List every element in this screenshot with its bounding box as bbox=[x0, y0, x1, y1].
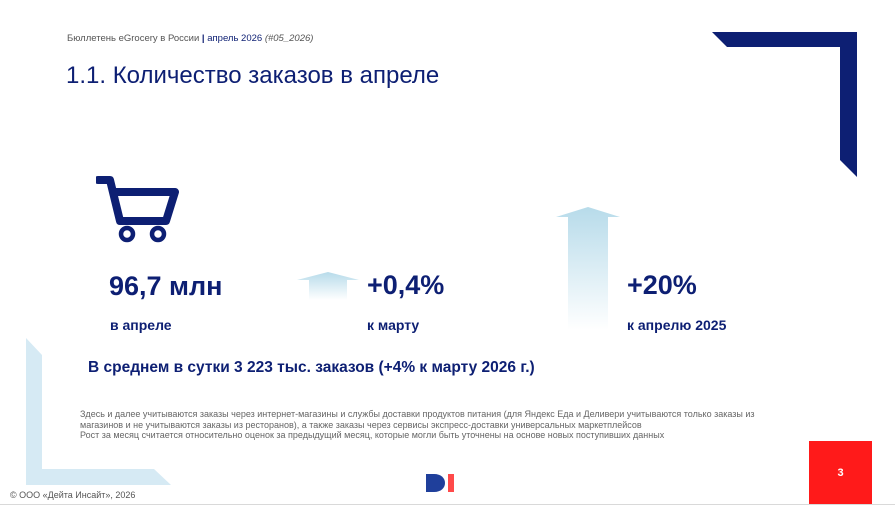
bottom-left-corner-frame bbox=[26, 338, 171, 485]
footnote-growth: Рост за месяц считается относительно оце… bbox=[80, 430, 665, 440]
data-insight-logo bbox=[426, 474, 454, 492]
kpi-orders-value: 96,7 млн bbox=[109, 271, 223, 301]
bulletin-issue: (#05_2026) bbox=[264, 33, 314, 44]
kpi-month-change-value: +0,4% bbox=[367, 270, 445, 300]
arrow-up-small-icon bbox=[297, 272, 359, 300]
kpi-year-change-value: +20% bbox=[627, 270, 697, 300]
kpi-year-change-label: к апрелю 2025 bbox=[627, 317, 727, 333]
page-number-badge: 3 bbox=[809, 441, 872, 504]
daily-average-text: В среднем в сутки 3 223 тыс. заказов (+4… bbox=[88, 359, 535, 376]
copyright: © ООО «Дейта Инсайт», 2026 bbox=[10, 490, 136, 500]
page-number: 3 bbox=[837, 466, 844, 479]
footnote-scope: Здесь и далее учитываются заказы через и… bbox=[80, 409, 755, 430]
footnotes: Здесь и далее учитываются заказы через и… bbox=[80, 409, 770, 441]
arrow-up-large-icon bbox=[556, 207, 620, 330]
bulletin-name: Бюллетень eGrocery в России bbox=[67, 33, 200, 44]
kpi-month-change-label: к марту bbox=[367, 317, 420, 333]
kpi-orders-label: в апреле bbox=[110, 317, 172, 333]
footer-divider bbox=[0, 504, 895, 505]
page-title: 1.1. Количество заказов в апреле bbox=[66, 62, 440, 89]
top-right-corner-frame bbox=[712, 32, 857, 177]
header-separator: | bbox=[201, 33, 205, 44]
bulletin-header: Бюллетень eGrocery в России | апрель 202… bbox=[67, 33, 313, 44]
bulletin-period: апрель 2026 bbox=[207, 33, 263, 44]
shopping-cart-icon bbox=[96, 176, 179, 243]
